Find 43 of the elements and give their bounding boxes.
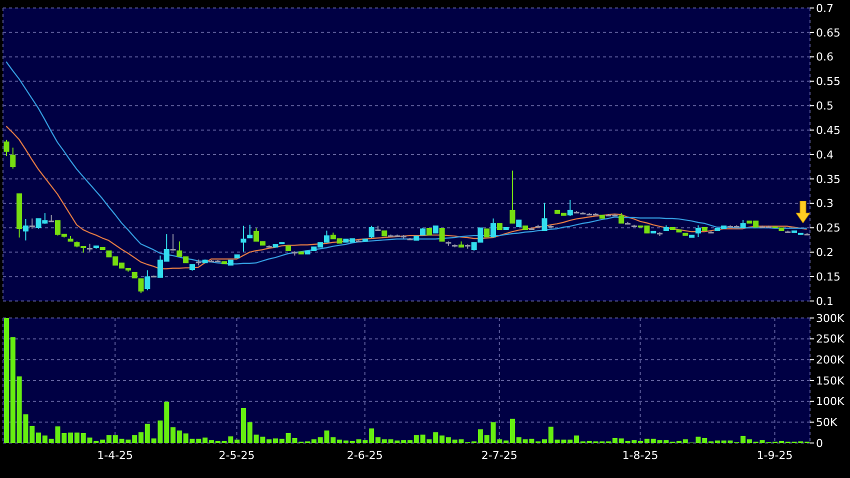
y-tick-label: 0.65 — [816, 26, 840, 40]
candlestick — [510, 170, 516, 224]
x-tick-label: 1-4-25 — [97, 448, 134, 462]
y-tick-label: 0.1 — [816, 294, 834, 308]
y-tick-label: 0.25 — [816, 222, 840, 235]
y-tick-label: 300K — [816, 312, 845, 325]
y-tick-label: 200K — [816, 354, 845, 367]
x-tick-label: 1-8-25 — [622, 448, 658, 462]
y-tick-label: 0.4 — [816, 148, 834, 162]
y-tick-label: 0.45 — [816, 124, 840, 137]
x-tick-label: 2-5-25 — [218, 448, 255, 462]
x-tick-label: 2-7-25 — [481, 448, 518, 462]
candlestick — [10, 147, 16, 170]
candlestick — [439, 228, 445, 242]
candlestick — [4, 139, 10, 156]
candlestick — [567, 199, 573, 217]
y-tick-label: 250K — [816, 332, 845, 346]
y-tick-label: 150K — [816, 374, 845, 388]
x-tick-label: 1-9-25 — [756, 448, 793, 462]
candlestick — [22, 218, 28, 241]
candlestick — [695, 224, 701, 238]
y-tick-label: 0.2 — [816, 246, 834, 260]
y-tick-label: 0.7 — [816, 2, 834, 15]
y-tick-label: 0.5 — [816, 100, 834, 113]
y-tick-label: 0 — [816, 436, 823, 450]
y-tick-label: 0.3 — [816, 197, 834, 210]
candlestick — [490, 218, 496, 238]
candlestick — [618, 212, 624, 224]
y-tick-label: 0.35 — [816, 172, 840, 186]
candlestick — [542, 202, 548, 232]
y-tick-label: 100K — [816, 395, 845, 408]
line-series — [6, 61, 808, 264]
y-tick-label: 0.15 — [816, 270, 840, 284]
y-tick-label: 50K — [816, 416, 838, 430]
candlestick — [247, 224, 253, 239]
candlestick — [170, 234, 176, 252]
x-tick-label: 2-6-25 — [346, 448, 383, 462]
candlestick — [240, 225, 246, 252]
candlestick — [29, 218, 35, 230]
candlestick — [368, 225, 374, 239]
candlestick — [144, 270, 150, 291]
y-tick-label: 0.55 — [816, 75, 840, 88]
y-tick-label: 0.6 — [816, 50, 834, 64]
